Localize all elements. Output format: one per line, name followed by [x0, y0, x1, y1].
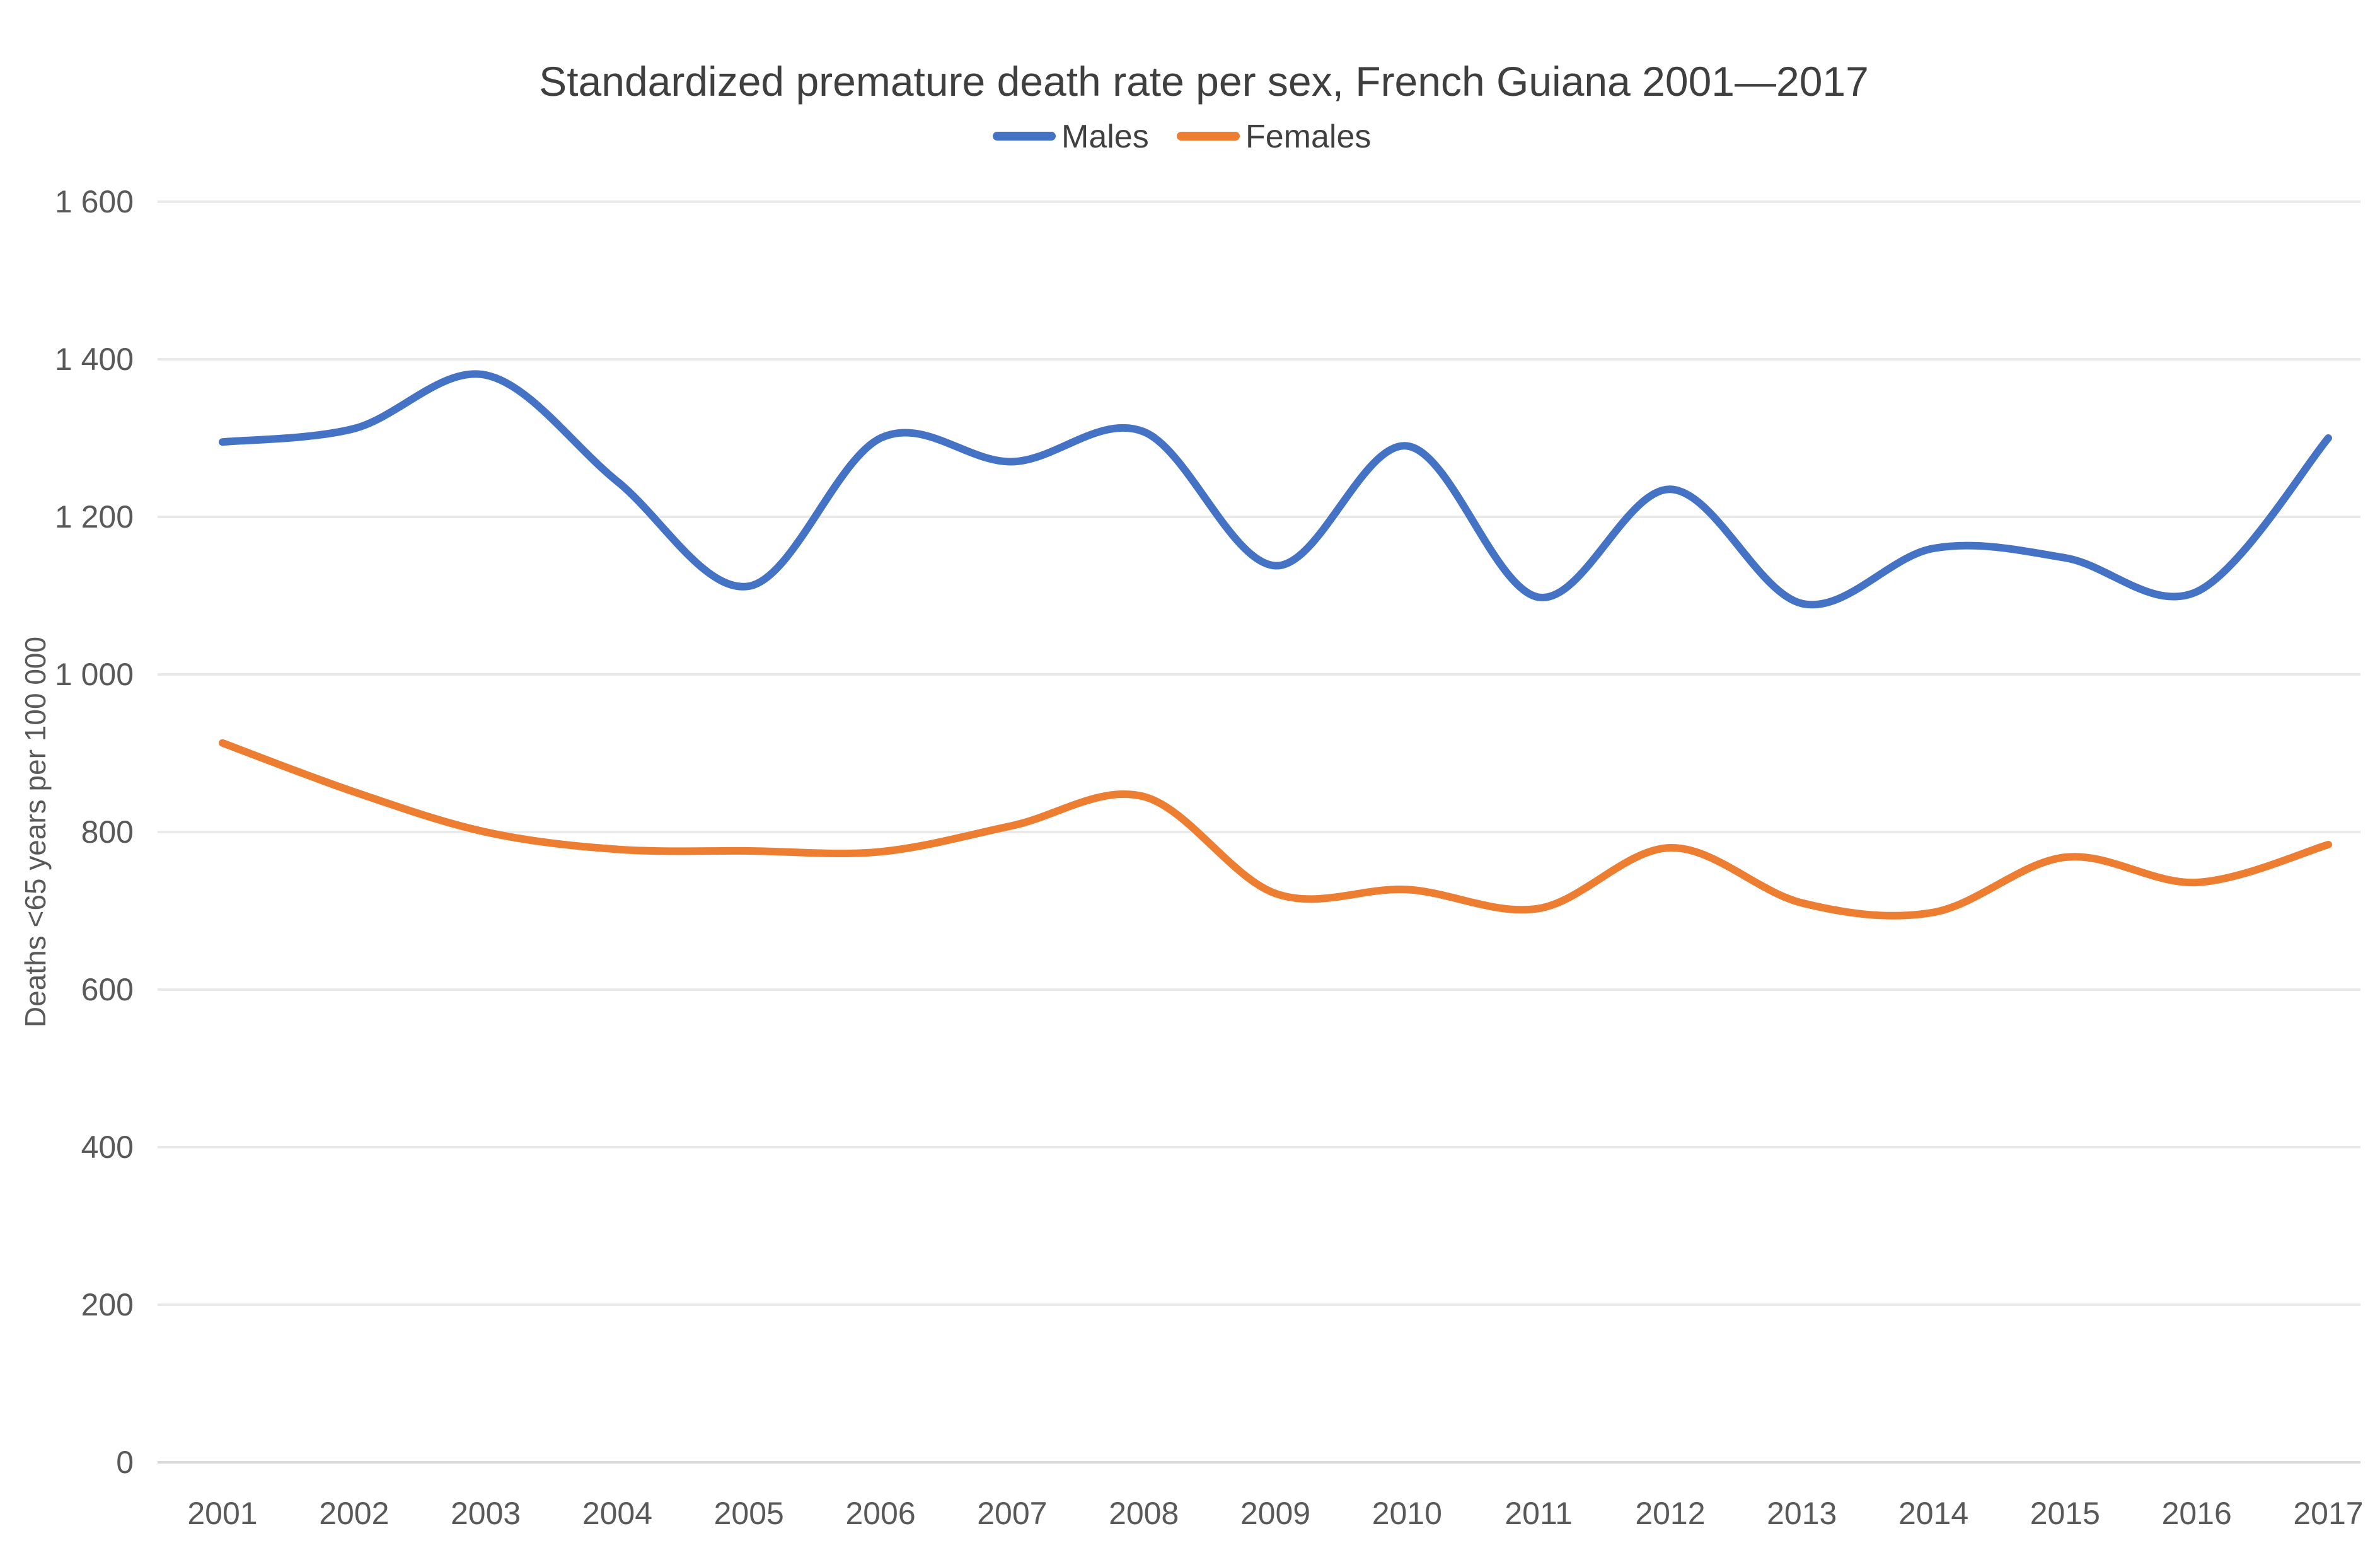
x-tick-label: 2008 — [1109, 1496, 1179, 1531]
x-tick-label: 2011 — [1505, 1496, 1573, 1531]
series-lines — [219, 370, 2332, 920]
legend-label-females: Females — [1245, 118, 1371, 155]
males-series-line — [219, 370, 2332, 609]
y-tick-label: 800 — [81, 814, 134, 850]
x-tick-label: 2010 — [1372, 1496, 1442, 1531]
legend-item-females: Females — [1177, 118, 1371, 155]
y-tick-label: 1 200 — [55, 499, 134, 535]
x-tick-label: 2002 — [319, 1496, 389, 1531]
x-tick-label: 2003 — [451, 1496, 521, 1531]
y-tick-label: 200 — [81, 1287, 134, 1322]
x-tick-label: 2014 — [1898, 1496, 1968, 1531]
females-series-line — [219, 739, 2332, 920]
x-tick-label: 2015 — [2030, 1496, 2100, 1531]
x-tick-label: 2017 — [2293, 1496, 2363, 1531]
y-tick-label: 0 — [116, 1445, 134, 1480]
y-axis-tick-labels: 0 200 400 600 800 1 000 1 200 1 400 1 600 — [55, 184, 134, 1480]
chart-legend: Males Females — [993, 118, 1371, 155]
y-tick-label: 1 400 — [55, 342, 134, 377]
x-tick-label: 2006 — [845, 1496, 915, 1531]
x-tick-label: 2013 — [1767, 1496, 1837, 1531]
y-axis-title: Deaths <65 years per 100 000 — [19, 637, 52, 1027]
x-axis-tick-labels: 2001 2002 2003 2004 2005 2006 2007 2008 2009 2010… — [187, 1496, 2363, 1531]
x-tick-label: 2012 — [1635, 1496, 1705, 1531]
x-tick-label: 2004 — [582, 1496, 652, 1531]
y-tick-label: 600 — [81, 972, 134, 1007]
x-tick-label: 2016 — [2162, 1496, 2232, 1531]
legend-item-males: Males — [993, 118, 1149, 155]
x-tick-label: 2005 — [714, 1496, 784, 1531]
y-tick-label: 400 — [81, 1130, 134, 1165]
x-tick-label: 2009 — [1240, 1496, 1310, 1531]
y-tick-label: 1 600 — [55, 184, 134, 219]
gridlines — [158, 200, 2360, 1464]
x-tick-label: 2001 — [187, 1496, 257, 1531]
legend-label-males: Males — [1061, 118, 1149, 155]
y-tick-label: 1 000 — [55, 657, 134, 692]
chart-title: Standardized premature death rate per se… — [539, 58, 1869, 105]
x-tick-label: 2007 — [977, 1496, 1047, 1531]
